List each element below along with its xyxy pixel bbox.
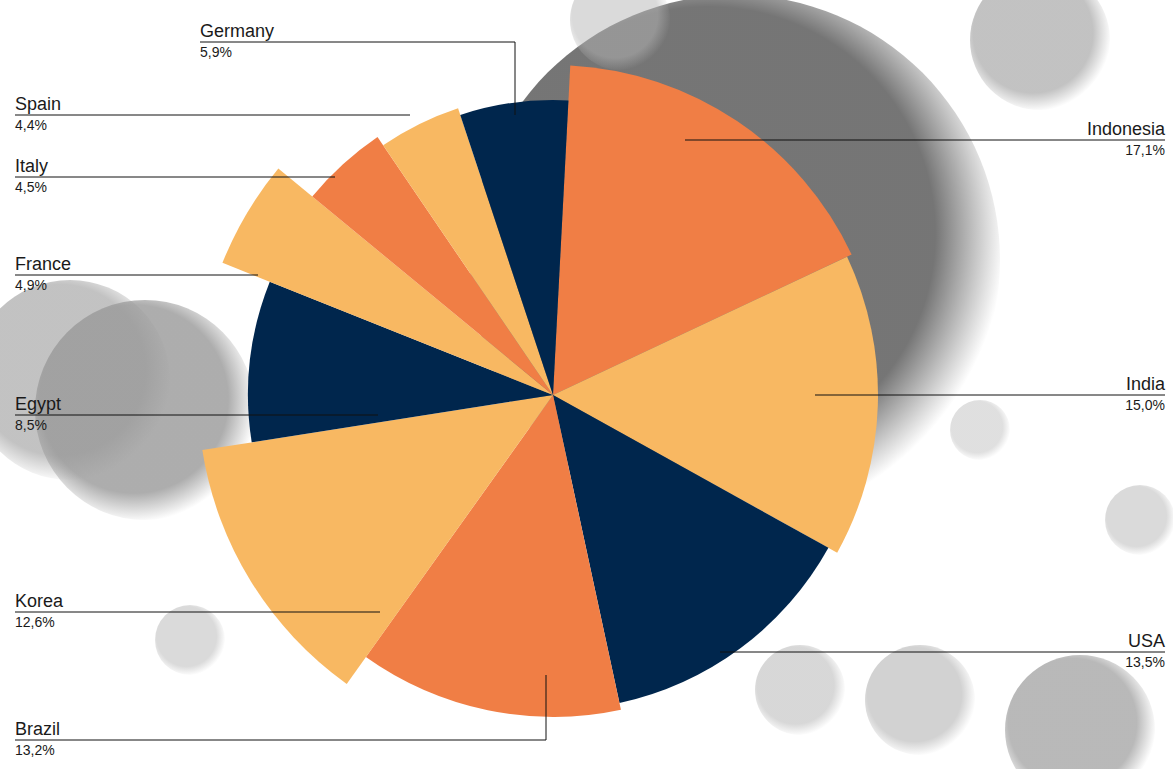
svg-text:15,0%: 15,0% [1125,397,1165,413]
svg-text:Italy: Italy [15,156,48,176]
svg-text:Indonesia: Indonesia [1087,119,1166,139]
svg-text:Korea: Korea [15,591,64,611]
svg-text:4,5%: 4,5% [15,179,47,195]
svg-text:4,9%: 4,9% [15,277,47,293]
svg-text:India: India [1126,374,1166,394]
svg-text:5,9%: 5,9% [200,44,232,60]
svg-text:France: France [15,254,71,274]
svg-text:8,5%: 8,5% [15,417,47,433]
svg-text:Spain: Spain [15,94,61,114]
svg-text:12,6%: 12,6% [15,614,55,630]
svg-text:Egypt: Egypt [15,394,61,414]
svg-text:13,2%: 13,2% [15,742,55,758]
svg-text:4,4%: 4,4% [15,117,47,133]
svg-text:13,5%: 13,5% [1125,654,1165,670]
svg-text:USA: USA [1128,631,1165,651]
svg-text:17,1%: 17,1% [1125,142,1165,158]
svg-text:Brazil: Brazil [15,719,60,739]
svg-text:Germany: Germany [200,21,274,41]
